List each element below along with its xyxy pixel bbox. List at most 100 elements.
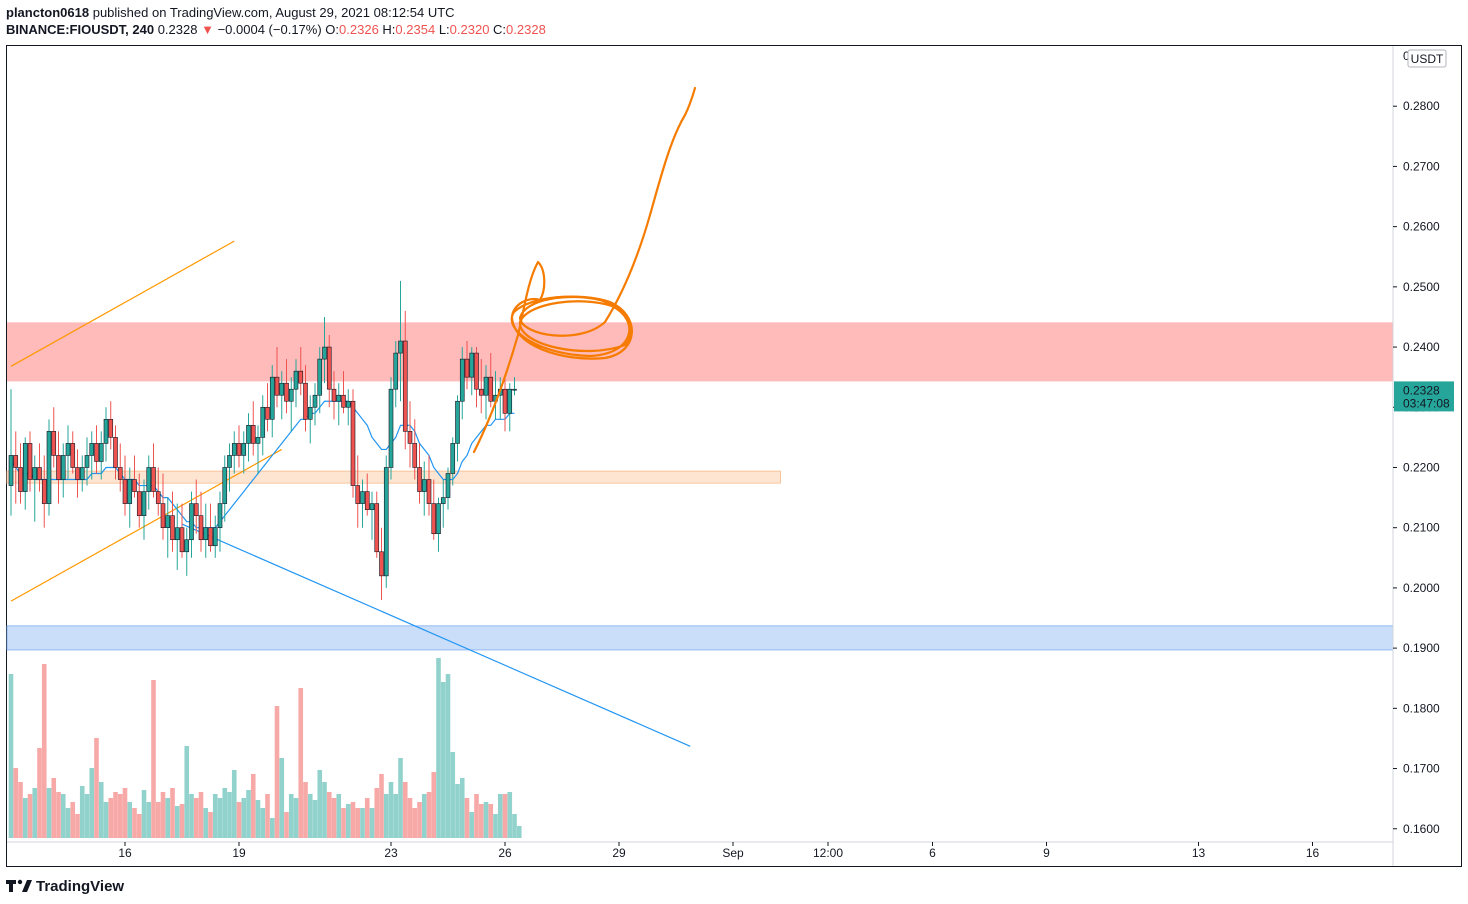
candle[interactable] [407, 401, 413, 468]
candle[interactable] [255, 425, 261, 474]
candle[interactable] [227, 443, 232, 492]
candle[interactable] [279, 371, 285, 420]
candle[interactable] [488, 353, 494, 408]
candle[interactable] [89, 431, 95, 480]
candle[interactable] [355, 455, 361, 528]
candle[interactable] [293, 359, 299, 408]
candle[interactable] [512, 377, 517, 396]
candle[interactable] [336, 383, 342, 426]
candle[interactable] [203, 503, 209, 558]
candle[interactable] [236, 425, 242, 468]
candle[interactable] [56, 431, 61, 504]
candle[interactable] [298, 347, 304, 396]
candle[interactable] [98, 431, 104, 480]
candle[interactable] [369, 491, 375, 540]
candle[interactable] [94, 425, 99, 474]
candle[interactable] [189, 491, 194, 558]
candle[interactable] [260, 395, 266, 456]
last-price-badge[interactable] [1394, 381, 1454, 412]
candle[interactable] [383, 455, 389, 588]
candle[interactable] [402, 310, 408, 450]
candle[interactable] [455, 395, 460, 462]
candle[interactable] [379, 527, 384, 600]
candle[interactable] [151, 443, 156, 498]
candle[interactable] [136, 473, 142, 528]
candle[interactable] [269, 365, 275, 438]
candle[interactable] [307, 395, 313, 444]
candle[interactable] [184, 527, 190, 576]
candle[interactable] [250, 401, 256, 456]
candle[interactable] [170, 491, 175, 552]
candle[interactable] [274, 347, 280, 408]
candle[interactable] [412, 419, 418, 480]
candle[interactable] [440, 479, 446, 528]
candle[interactable] [212, 515, 218, 558]
author-name[interactable]: plancton0618 [6, 5, 90, 20]
candle[interactable] [108, 401, 114, 450]
candle[interactable] [364, 473, 370, 516]
candle[interactable] [459, 347, 465, 420]
descending-trendline[interactable] [181, 523, 691, 747]
candle[interactable] [46, 419, 52, 516]
candle[interactable] [431, 479, 437, 540]
candle[interactable] [288, 377, 294, 432]
freehand-projection-drawing[interactable] [472, 86, 697, 454]
candle[interactable] [8, 389, 14, 516]
candle[interactable] [32, 455, 38, 522]
candle[interactable] [345, 389, 351, 426]
candle[interactable] [41, 455, 47, 528]
candle[interactable] [265, 383, 270, 432]
candle[interactable] [103, 407, 109, 462]
candle[interactable] [117, 443, 123, 492]
candle[interactable] [417, 443, 422, 504]
candle[interactable] [322, 316, 327, 384]
channel-bottom-trendline[interactable] [10, 448, 283, 602]
candle[interactable] [174, 503, 180, 570]
candle[interactable] [436, 497, 441, 552]
candle[interactable] [483, 365, 489, 420]
candle[interactable] [146, 455, 152, 510]
candle[interactable] [426, 455, 432, 516]
candle[interactable] [155, 467, 161, 516]
tradingview-footer[interactable]: TradingView [6, 877, 124, 895]
candle[interactable] [198, 491, 204, 552]
candle[interactable] [374, 491, 380, 558]
candle[interactable] [445, 467, 451, 510]
candle[interactable] [303, 365, 308, 432]
candle[interactable] [450, 437, 456, 486]
candle[interactable] [193, 479, 199, 534]
candle[interactable] [341, 371, 346, 414]
candle[interactable] [113, 425, 118, 480]
candle[interactable] [317, 347, 323, 414]
candle[interactable] [160, 473, 166, 540]
candle[interactable] [51, 407, 57, 468]
moving-average-line[interactable] [10, 400, 515, 529]
channel-top-trendline[interactable] [10, 240, 235, 367]
candle[interactable] [331, 371, 337, 420]
currency-button[interactable] [1407, 49, 1447, 68]
candle[interactable] [217, 491, 223, 552]
candle[interactable] [37, 443, 42, 492]
candle[interactable] [507, 383, 513, 432]
candle[interactable] [79, 455, 85, 492]
candle[interactable] [179, 503, 185, 558]
candle[interactable] [326, 335, 332, 408]
candle[interactable] [478, 359, 484, 414]
candle[interactable] [141, 479, 147, 540]
candle[interactable] [60, 443, 66, 498]
candle[interactable] [65, 425, 71, 480]
candle[interactable] [393, 341, 399, 408]
candle[interactable] [246, 413, 251, 462]
candle[interactable] [398, 280, 403, 402]
candle[interactable] [208, 503, 213, 552]
candle[interactable] [222, 455, 228, 522]
candle[interactable] [388, 377, 394, 480]
candle[interactable] [18, 443, 23, 504]
candle[interactable] [70, 431, 76, 474]
candle[interactable] [284, 359, 289, 414]
candle[interactable] [165, 497, 171, 558]
symbol-name[interactable]: BINANCE:FIOUSDT, 240 [6, 22, 155, 37]
candle[interactable] [241, 431, 247, 474]
candle[interactable] [22, 437, 28, 510]
